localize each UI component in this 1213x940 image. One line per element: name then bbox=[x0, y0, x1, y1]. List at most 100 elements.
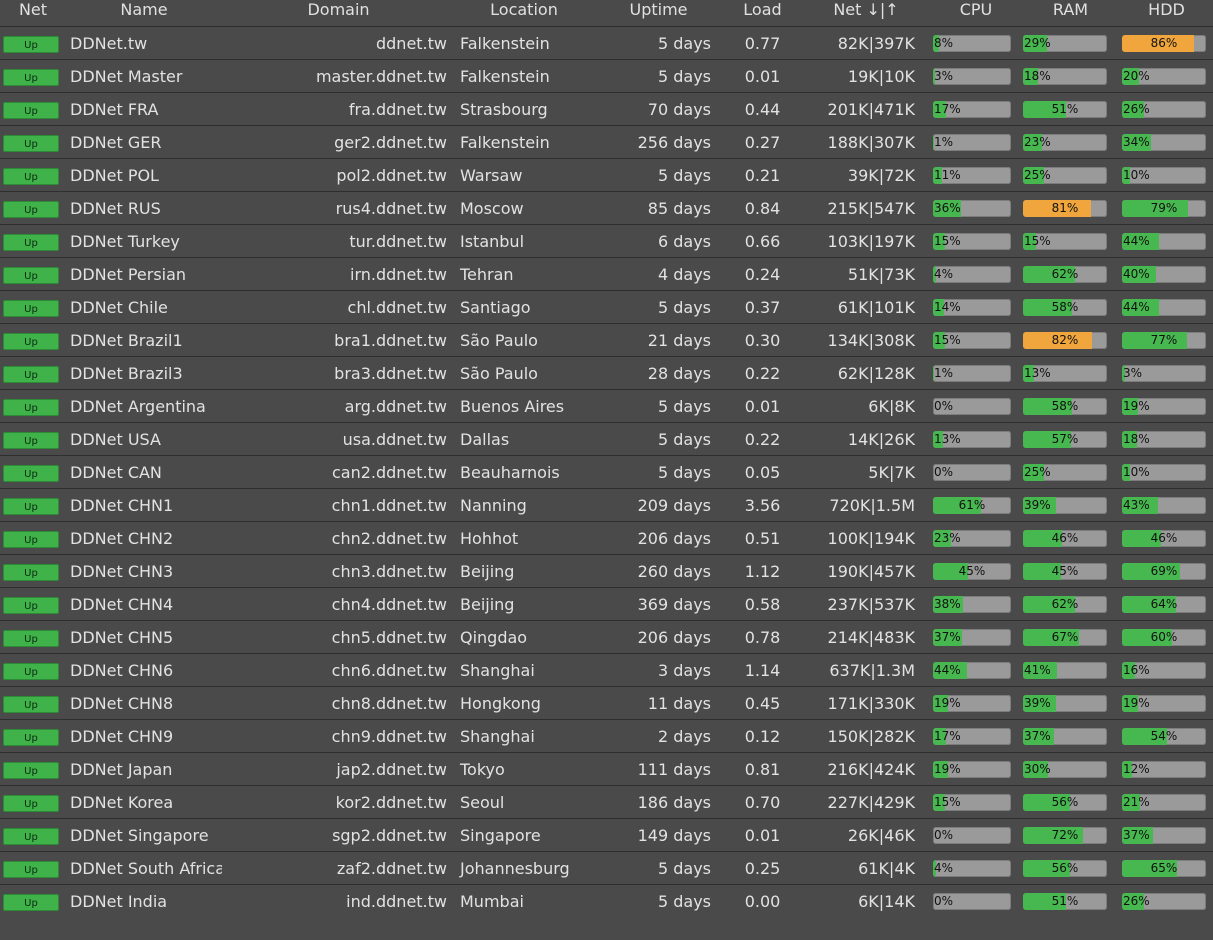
net-status-cell: Up bbox=[0, 719, 66, 753]
server-load: 0.01 bbox=[724, 389, 801, 423]
cpu-cell: 15% bbox=[931, 785, 1021, 819]
table-row[interactable]: Up DDNet Korea kor2.ddnet.tw Seoul 186 d… bbox=[0, 785, 1213, 819]
ram-usage-fill bbox=[1023, 529, 1062, 547]
column-header-uptime[interactable]: Uptime bbox=[593, 0, 724, 27]
table-row[interactable]: Up DDNet POL pol2.ddnet.tw Warsaw 5 days… bbox=[0, 158, 1213, 192]
table-row[interactable]: Up DDNet CHN1 chn1.ddnet.tw Nanning 209 … bbox=[0, 488, 1213, 522]
server-location: Warsaw bbox=[455, 158, 593, 192]
server-load: 0.84 bbox=[724, 191, 801, 225]
table-row[interactable]: Up DDNet Brazil1 bra1.ddnet.tw São Paulo… bbox=[0, 323, 1213, 357]
hdd-usage-fill bbox=[1122, 562, 1180, 580]
column-header-name[interactable]: Name bbox=[66, 0, 222, 27]
server-load: 0.01 bbox=[724, 818, 801, 852]
table-row[interactable]: Up DDNet CHN6 chn6.ddnet.tw Shanghai 3 d… bbox=[0, 653, 1213, 687]
column-header-hdd[interactable]: HDD bbox=[1120, 0, 1213, 27]
table-row[interactable]: Up DDNet CHN3 chn3.ddnet.tw Beijing 260 … bbox=[0, 554, 1213, 588]
status-badge: Up bbox=[3, 366, 59, 383]
server-location: Falkenstein bbox=[455, 59, 593, 93]
table-row[interactable]: Up DDNet CHN4 chn4.ddnet.tw Beijing 369 … bbox=[0, 587, 1213, 621]
table-row[interactable]: Up DDNet Argentina arg.ddnet.tw Buenos A… bbox=[0, 389, 1213, 423]
server-network-traffic: 216K|424K bbox=[801, 752, 931, 786]
server-name: DDNet Persian bbox=[66, 257, 222, 291]
cpu-usage-fill bbox=[933, 166, 942, 184]
table-row[interactable]: Up DDNet Turkey tur.ddnet.tw Istanbul 6 … bbox=[0, 224, 1213, 258]
table-row[interactable]: Up DDNet Japan jap2.ddnet.tw Tokyo 111 d… bbox=[0, 752, 1213, 786]
table-row[interactable]: Up DDNet.tw ddnet.tw Falkenstein 5 days … bbox=[0, 26, 1213, 60]
table-row[interactable]: Up DDNet CHN9 chn9.ddnet.tw Shanghai 2 d… bbox=[0, 719, 1213, 753]
table-row[interactable]: Up DDNet Chile chl.ddnet.tw Santiago 5 d… bbox=[0, 290, 1213, 324]
server-network-traffic: 227K|429K bbox=[801, 785, 931, 819]
table-row[interactable]: Up DDNet India ind.ddnet.tw Mumbai 5 day… bbox=[0, 884, 1213, 918]
ram-usage-bar: 18% bbox=[1023, 67, 1107, 85]
column-header-network[interactable]: Net ↓|↑ bbox=[801, 0, 931, 27]
server-location: Falkenstein bbox=[455, 26, 593, 60]
table-row[interactable]: Up DDNet Persian irn.ddnet.tw Tehran 4 d… bbox=[0, 257, 1213, 291]
server-network-traffic: 6K|14K bbox=[801, 884, 931, 918]
column-header-location[interactable]: Location bbox=[455, 0, 593, 27]
ram-usage-fill bbox=[1023, 331, 1092, 349]
table-row[interactable]: Up DDNet Brazil3 bra3.ddnet.tw São Paulo… bbox=[0, 356, 1213, 390]
net-status-cell: Up bbox=[0, 257, 66, 291]
table-row[interactable]: Up DDNet CHN5 chn5.ddnet.tw Qingdao 206 … bbox=[0, 620, 1213, 654]
table-row[interactable]: Up DDNet CHN8 chn8.ddnet.tw Hongkong 11 … bbox=[0, 686, 1213, 720]
ram-usage-label: 25% bbox=[1024, 464, 1051, 479]
server-uptime: 85 days bbox=[593, 191, 724, 225]
status-badge: Up bbox=[3, 597, 59, 614]
table-row[interactable]: Up DDNet CHN2 chn2.ddnet.tw Hohhot 206 d… bbox=[0, 521, 1213, 555]
hdd-usage-fill bbox=[1122, 496, 1159, 514]
column-header-ram[interactable]: RAM bbox=[1021, 0, 1120, 27]
column-header-cpu[interactable]: CPU bbox=[931, 0, 1021, 27]
hdd-usage-bar: 20% bbox=[1122, 67, 1206, 85]
cpu-usage-label: 23% bbox=[934, 530, 961, 545]
table-row[interactable]: Up DDNet Master master.ddnet.tw Falkenst… bbox=[0, 59, 1213, 93]
ram-cell: 67% bbox=[1021, 620, 1120, 654]
server-network-traffic: 62K|128K bbox=[801, 356, 931, 390]
server-uptime: 206 days bbox=[593, 620, 724, 654]
cpu-cell: 0% bbox=[931, 818, 1021, 852]
ram-usage-bar: 15% bbox=[1023, 232, 1107, 250]
net-status-cell: Up bbox=[0, 158, 66, 192]
table-row[interactable]: Up DDNet Singapore sgp2.ddnet.tw Singapo… bbox=[0, 818, 1213, 852]
table-row[interactable]: Up DDNet CAN can2.ddnet.tw Beauharnois 5… bbox=[0, 455, 1213, 489]
ram-usage-bar: 57% bbox=[1023, 430, 1107, 448]
table-row[interactable]: Up DDNet South Africa zaf2.ddnet.tw Joha… bbox=[0, 851, 1213, 885]
cpu-cell: 3% bbox=[931, 59, 1021, 93]
cpu-usage-bar: 44% bbox=[933, 661, 1011, 679]
cpu-usage-fill bbox=[933, 265, 937, 283]
status-badge: Up bbox=[3, 465, 59, 482]
table-row[interactable]: Up DDNet RUS rus4.ddnet.tw Moscow 85 day… bbox=[0, 191, 1213, 225]
cpu-usage-fill bbox=[933, 364, 934, 382]
table-row[interactable]: Up DDNet GER ger2.ddnet.tw Falkenstein 2… bbox=[0, 125, 1213, 159]
ram-usage-bar: 23% bbox=[1023, 133, 1107, 151]
ram-usage-fill bbox=[1023, 232, 1036, 250]
cpu-usage-label: 17% bbox=[934, 728, 961, 743]
hdd-usage-label: 54% bbox=[1150, 728, 1178, 743]
table-row[interactable]: Up DDNet USA usa.ddnet.tw Dallas 5 days … bbox=[0, 422, 1213, 456]
cpu-usage-bar: 1% bbox=[933, 133, 1011, 151]
ram-usage-bar: 72% bbox=[1023, 826, 1107, 844]
ram-usage-fill bbox=[1023, 67, 1039, 85]
cpu-usage-fill bbox=[933, 133, 934, 151]
hdd-cell: 60% bbox=[1120, 620, 1213, 654]
hdd-usage-fill bbox=[1122, 67, 1139, 85]
cpu-cell: 15% bbox=[931, 224, 1021, 258]
hdd-usage-bar: 10% bbox=[1122, 463, 1206, 481]
column-header-load[interactable]: Load bbox=[724, 0, 801, 27]
hdd-cell: 18% bbox=[1120, 422, 1213, 456]
ram-usage-label: 39% bbox=[1024, 497, 1051, 512]
hdd-usage-fill bbox=[1122, 661, 1136, 679]
column-header-domain[interactable]: Domain bbox=[222, 0, 455, 27]
net-status-cell: Up bbox=[0, 587, 66, 621]
ram-usage-bar: 58% bbox=[1023, 397, 1107, 415]
server-name: DDNet CHN4 bbox=[66, 587, 222, 621]
table-row[interactable]: Up DDNet FRA fra.ddnet.tw Strasbourg 70 … bbox=[0, 92, 1213, 126]
net-status-cell: Up bbox=[0, 785, 66, 819]
cpu-cell: 17% bbox=[931, 92, 1021, 126]
server-load: 0.81 bbox=[724, 752, 801, 786]
column-header-net[interactable]: Net bbox=[0, 0, 66, 27]
server-name: DDNet.tw bbox=[66, 26, 222, 60]
hdd-cell: 44% bbox=[1120, 290, 1213, 324]
hdd-usage-label: 79% bbox=[1150, 200, 1178, 215]
hdd-usage-fill bbox=[1122, 628, 1173, 646]
ram-cell: 39% bbox=[1021, 686, 1120, 720]
